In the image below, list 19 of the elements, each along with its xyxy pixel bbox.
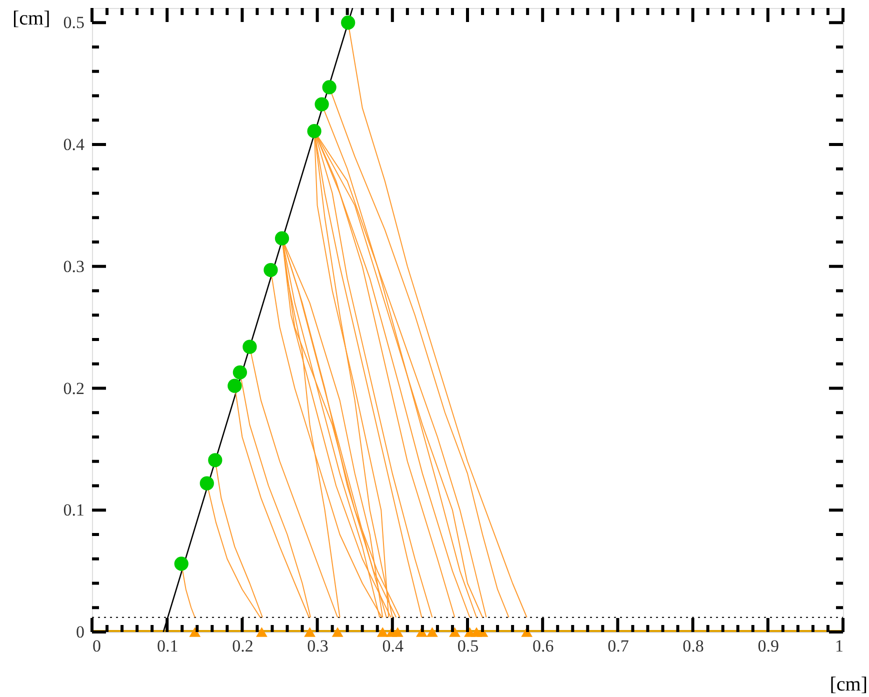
x-tick-label: 0.1 xyxy=(156,636,178,656)
y-tick-label: 0.5 xyxy=(63,13,84,32)
x-axis-title: [cm] xyxy=(830,674,868,696)
x-tick-label: 0 xyxy=(92,636,101,656)
y-axis-title: [cm] xyxy=(12,8,50,30)
x-tick-label: 0.7 xyxy=(608,636,630,656)
x-tick-label: 1 xyxy=(835,636,844,656)
x-tick-label: 0.2 xyxy=(232,636,254,656)
y-tick-label: 0.2 xyxy=(63,378,84,398)
x-tick-label: 0.9 xyxy=(758,636,780,656)
y-tick-label: 0.4 xyxy=(63,135,85,154)
x-tick-label: 0.3 xyxy=(307,636,328,656)
x-tick-label: 0.5 xyxy=(457,636,479,656)
y-tick-label: 0.1 xyxy=(63,500,84,520)
x-tick-label: 0.4 xyxy=(382,636,404,656)
x-tick-label: 0.8 xyxy=(682,636,704,656)
y-tick-label: 0.3 xyxy=(63,256,84,276)
y-tick-label: 0 xyxy=(76,622,84,642)
x-tick-label: 0.6 xyxy=(532,636,554,656)
